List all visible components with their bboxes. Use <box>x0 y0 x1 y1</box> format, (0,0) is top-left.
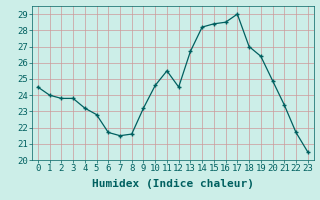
X-axis label: Humidex (Indice chaleur): Humidex (Indice chaleur) <box>92 179 254 189</box>
